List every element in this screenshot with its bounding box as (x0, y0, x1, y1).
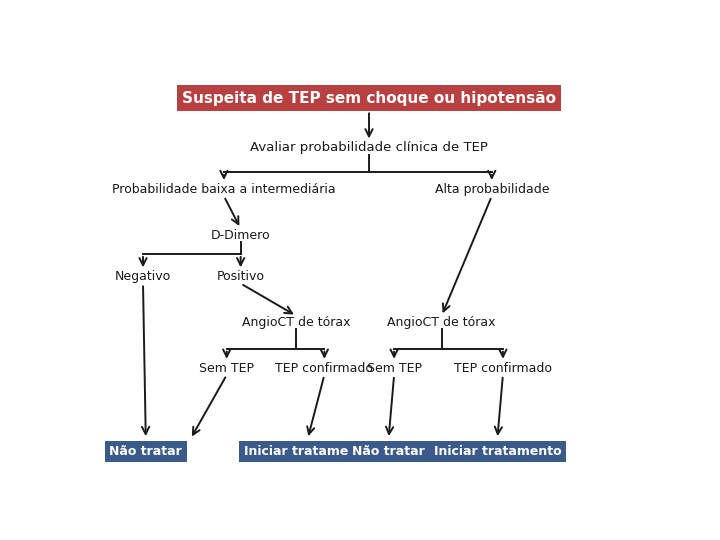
Text: Alta probabilidade: Alta probabilidade (434, 183, 549, 196)
Text: Positivo: Positivo (217, 271, 265, 284)
Text: Não tratar: Não tratar (109, 445, 182, 458)
Text: D-Dimero: D-Dimero (211, 229, 271, 242)
Text: Sem TEP: Sem TEP (366, 362, 422, 375)
Text: Iniciar tratamento: Iniciar tratamento (244, 445, 372, 458)
Text: Negativo: Negativo (115, 271, 171, 284)
Text: AngioCT de tórax: AngioCT de tórax (242, 316, 351, 329)
Text: TEP confirmado: TEP confirmado (454, 362, 552, 375)
Text: Suspeita de TEP sem choque ou hipotensão: Suspeita de TEP sem choque ou hipotensão (182, 91, 556, 105)
Text: Avaliar probabilidade clínica de TEP: Avaliar probabilidade clínica de TEP (250, 141, 488, 154)
Text: Probabilidade baixa a intermediária: Probabilidade baixa a intermediária (112, 183, 336, 196)
Text: TEP confirmado: TEP confirmado (275, 362, 374, 375)
Text: AngioCT de tórax: AngioCT de tórax (387, 316, 496, 329)
Text: Iniciar tratamento: Iniciar tratamento (433, 445, 561, 458)
Text: Não tratar: Não tratar (352, 445, 425, 458)
Text: Sem TEP: Sem TEP (199, 362, 254, 375)
